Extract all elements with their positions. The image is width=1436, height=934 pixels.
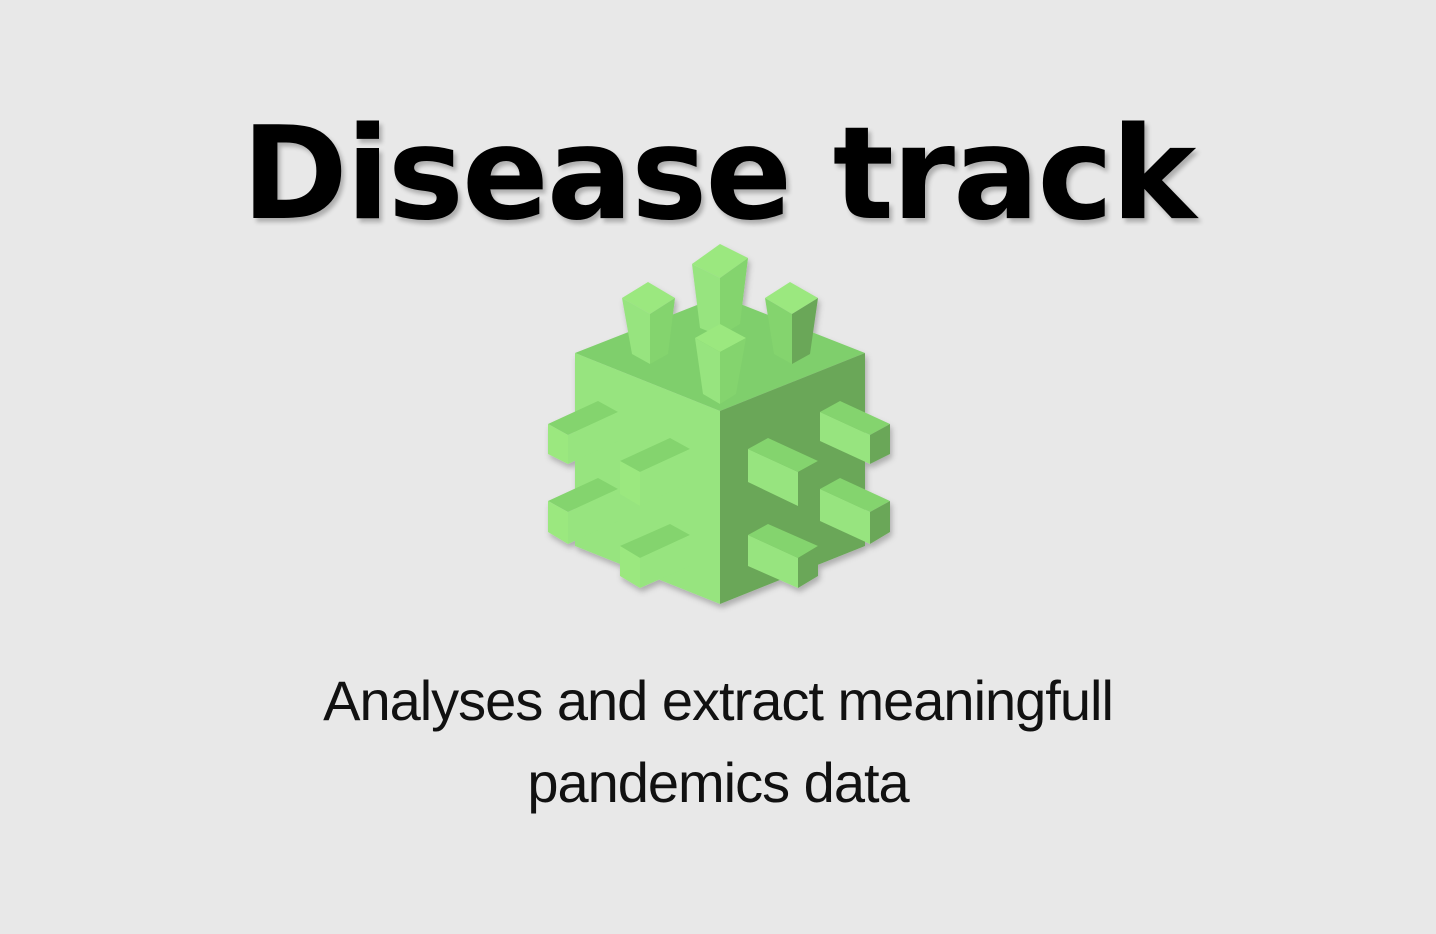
tagline-line-1: Analyses and extract meaningfull	[323, 669, 1114, 732]
spike-left-4	[620, 524, 690, 588]
spike-left-2	[620, 438, 690, 506]
spike-right-4	[748, 524, 818, 588]
spike-top-front	[695, 324, 746, 404]
app-title: Disease track	[241, 100, 1197, 249]
tagline: Analyses and extract meaningfull pandemi…	[0, 660, 1436, 824]
tagline-line-2: pandemics data	[527, 751, 909, 814]
spike-left-3	[548, 478, 618, 544]
spike-top-right	[765, 282, 818, 364]
spike-right-2	[748, 438, 818, 506]
virus-cube-icon	[548, 244, 890, 604]
spike-right-3	[820, 478, 890, 544]
spike-right-1	[820, 401, 890, 464]
spike-left-1	[548, 401, 618, 464]
spike-top-back	[692, 244, 748, 336]
spike-top-left	[622, 282, 675, 364]
